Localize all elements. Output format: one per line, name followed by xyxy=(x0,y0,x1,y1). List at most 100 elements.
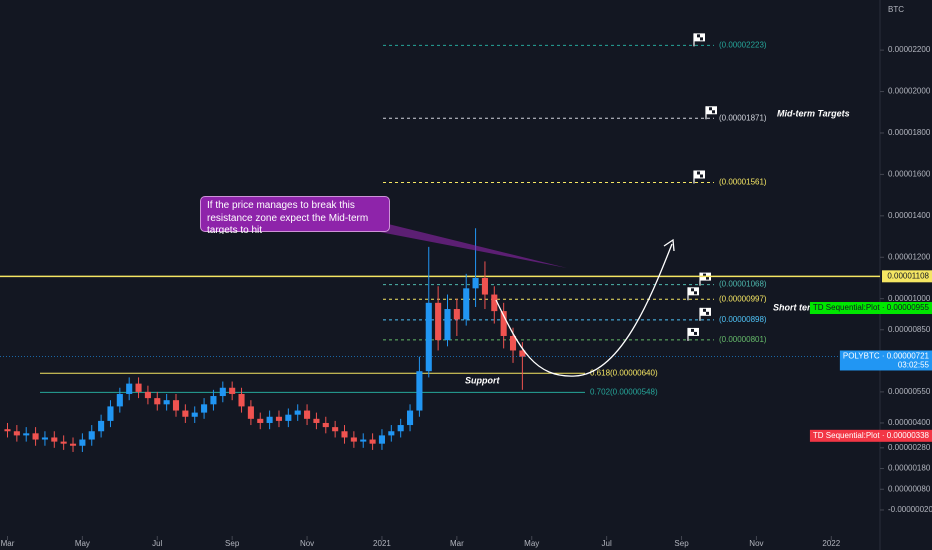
x-tick-label: May xyxy=(524,539,539,548)
candle-body xyxy=(69,443,77,446)
flag-check xyxy=(700,37,703,41)
candle-body xyxy=(126,383,133,394)
price-label: TD Sequential:Plot · 0.00000955 xyxy=(813,303,930,312)
y-tick-label: 0.00001200 xyxy=(888,252,931,261)
target-label: (0.00000997) xyxy=(719,294,767,303)
candle-body xyxy=(378,435,385,444)
y-tick-label: -0.00000020 xyxy=(888,505,932,514)
y-tick-label: 0.00001000 xyxy=(888,294,931,303)
fib-label: 0.702(0.00000548) xyxy=(590,387,658,396)
candle-body xyxy=(444,309,451,341)
candle-body xyxy=(116,393,123,407)
x-tick-label: Sep xyxy=(225,539,240,548)
candle-body xyxy=(285,414,292,421)
resistance-label: 0.00001108 xyxy=(887,271,929,280)
candle-body xyxy=(135,383,142,392)
candle-body xyxy=(163,400,170,405)
candle-body xyxy=(369,439,376,444)
flag-check xyxy=(691,288,694,292)
flag-icon xyxy=(687,287,699,301)
candle-body xyxy=(266,416,273,423)
y-tick-label: 0.00000850 xyxy=(888,325,931,334)
candle-body xyxy=(144,391,151,399)
candle-body xyxy=(425,302,432,372)
candle-body xyxy=(13,431,20,436)
arrow-head xyxy=(663,238,675,252)
candle-body xyxy=(360,439,367,442)
candle-body xyxy=(350,437,357,442)
flag-icon xyxy=(705,106,717,120)
x-tick-label: May xyxy=(75,539,90,548)
candle-body xyxy=(407,410,414,426)
target-label: (0.00000898) xyxy=(719,315,767,324)
candle-body xyxy=(481,277,488,295)
candle-body xyxy=(238,393,245,407)
candle-body xyxy=(41,437,48,440)
candle-body xyxy=(172,400,180,411)
flag-check xyxy=(709,107,712,111)
y-tick-label: 0.00001600 xyxy=(888,170,931,179)
candle-body xyxy=(294,410,301,415)
candle-body xyxy=(60,441,67,444)
flag-check xyxy=(700,174,703,178)
candle-body xyxy=(500,311,507,336)
candle-body xyxy=(332,427,339,432)
y-tick-label: 0.00002200 xyxy=(888,45,931,54)
flag-check xyxy=(712,110,715,114)
flag-check xyxy=(703,308,706,312)
candle-body xyxy=(257,418,264,423)
x-tick-label: Mar xyxy=(450,539,464,548)
flag-check xyxy=(697,34,700,38)
flag-check xyxy=(691,328,694,332)
candle-body xyxy=(435,302,442,341)
candle-body xyxy=(219,387,226,397)
candle-body xyxy=(463,288,470,320)
candle-body xyxy=(79,439,86,446)
flag-check xyxy=(703,273,706,277)
price-label: POLYBTC · 0.00000721 xyxy=(843,352,930,361)
x-tick-label: 2022 xyxy=(822,539,840,548)
resistance-box xyxy=(882,270,932,283)
target-label: (0.00002223) xyxy=(719,40,767,49)
candle-body xyxy=(509,335,517,351)
x-tick-label: 2021 xyxy=(373,539,391,548)
candle-body xyxy=(416,371,423,411)
y-tick-label: 0.00001800 xyxy=(888,128,931,137)
flag-icon xyxy=(693,170,705,184)
x-tick-label: Jul xyxy=(602,539,612,548)
candle-body xyxy=(88,431,95,440)
y-tick-label: 0.00000080 xyxy=(888,484,931,493)
flag-check xyxy=(706,276,709,280)
candle-body xyxy=(98,420,105,432)
candle-body xyxy=(23,433,30,436)
y-tick-label: 0.00000180 xyxy=(888,464,931,473)
candle-body xyxy=(388,431,395,436)
x-tick-label: Mar xyxy=(1,539,15,548)
candle-body xyxy=(182,410,189,417)
target-label: (0.00001871) xyxy=(719,113,767,122)
mid-term-label: Mid-term Targets xyxy=(777,108,850,118)
y-tick-label: 0.00001400 xyxy=(888,211,931,220)
price-label-box xyxy=(839,350,932,371)
x-tick-label: Jul xyxy=(152,539,162,548)
candle-body xyxy=(32,433,39,440)
flag-check xyxy=(694,331,697,335)
price-label: TD Sequential:Plot · 0.00000338 xyxy=(813,431,930,440)
candle-body xyxy=(304,410,311,419)
callout-text: If the price manages to break this resis… xyxy=(200,196,390,234)
candle-body xyxy=(210,396,217,405)
candle-body xyxy=(154,398,161,405)
candle-body xyxy=(247,406,254,419)
flag-check xyxy=(697,171,700,175)
target-label: (0.00000801) xyxy=(719,335,767,344)
price-label-box xyxy=(809,302,932,315)
candle-body xyxy=(201,404,208,413)
candle-body xyxy=(397,425,404,432)
price-label-box xyxy=(809,429,932,442)
flag-icon xyxy=(693,33,705,47)
flag-check xyxy=(706,311,709,315)
candle-body xyxy=(472,277,479,289)
price-label-sub: 03:02:55 xyxy=(898,361,930,370)
support-label: Support xyxy=(465,375,500,385)
